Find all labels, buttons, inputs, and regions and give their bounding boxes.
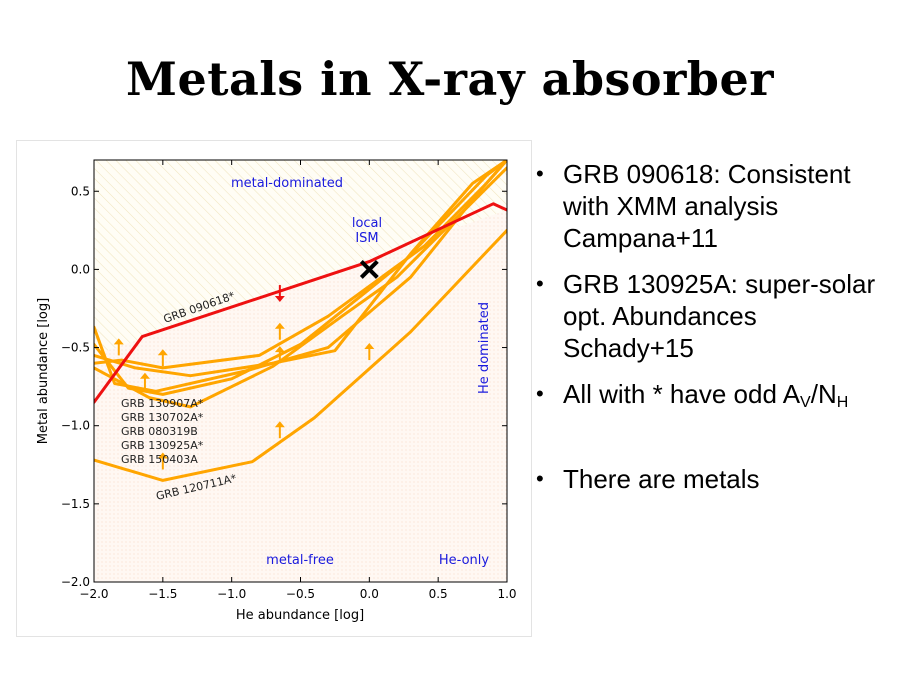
- y-tick-label: 0.0: [71, 262, 90, 276]
- limit-arrow-head: [274, 421, 285, 428]
- series-line-4: [94, 160, 507, 370]
- local-ism-label-line2: ISM: [355, 231, 378, 246]
- x-axis-label: He abundance [log]: [236, 608, 364, 623]
- local-ism-marker-stroke-2: [359, 259, 379, 279]
- limit-arrows: [113, 285, 375, 470]
- limit-arrow-head: [364, 343, 375, 350]
- limit-arrow-2: [113, 338, 124, 356]
- y-tick-label: 0.5: [71, 184, 90, 198]
- region-label-metal-free: metal-free: [266, 553, 334, 568]
- limit-arrow-head: [274, 322, 285, 329]
- series-label-group-2: GRB 130702A*: [121, 411, 204, 424]
- x-tick-label: −2.0: [79, 587, 108, 601]
- limit-arrow-5: [274, 322, 285, 340]
- region-label-he-only: He-only: [439, 553, 490, 568]
- series-label-group-1: GRB 130907A*: [121, 397, 204, 410]
- bullet-text: GRB 130925A: super-solar opt. Abundances…: [563, 269, 876, 363]
- x-tick-label: −1.5: [148, 587, 177, 601]
- bullet-grb-090618: GRB 090618: Consistent with XMM analysis…: [534, 158, 894, 254]
- bullet-there-are-metals: There are metals: [534, 463, 894, 495]
- ratio-slash: /: [810, 379, 818, 409]
- region-label-he-dominated: He dominated: [477, 302, 492, 394]
- local-ism-marker: [359, 259, 379, 279]
- series-line-5: [94, 160, 507, 378]
- series-label-group-5: GRB 150403A: [121, 453, 198, 466]
- bullet-grb-130925a: GRB 130925A: super-solar opt. Abundances…: [534, 268, 894, 364]
- limit-arrow-head: [113, 338, 124, 345]
- limit-arrow-head: [274, 296, 285, 303]
- limit-arrow-head: [157, 452, 168, 459]
- limit-arrow-9: [157, 452, 168, 470]
- series-line-7: [94, 228, 507, 482]
- slide-title: Metals in X-ray absorber: [126, 52, 774, 106]
- series-label-group-4: GRB 130925A*: [121, 439, 204, 452]
- x-tick-label: 1.0: [497, 587, 516, 601]
- limit-arrow-8: [274, 421, 285, 439]
- bullet-text: GRB 090618: Consistent with XMM analysis…: [563, 159, 851, 253]
- av-subscript: V: [800, 394, 811, 411]
- local-ism-label-line1: local: [352, 216, 382, 231]
- bullet-text: All with * have odd: [563, 379, 783, 409]
- limit-arrow-1: [274, 285, 285, 303]
- y-axis-label: Metal abundance [log]: [36, 298, 51, 444]
- bullet-text: There are metals: [563, 464, 760, 494]
- series-line-6: [94, 166, 507, 409]
- chart-canvas: −2.0 −1.5 −1.0 −0.5 0.0 0.5 1.0 0.5 0.0 −0.5 −1.0 −…: [36, 159, 517, 623]
- x-tick-label: 0.5: [429, 587, 448, 601]
- series-layer: [94, 160, 507, 482]
- y-tick-label: −1.5: [61, 497, 90, 511]
- y-tick-label: −1.0: [61, 419, 90, 433]
- series-label-group-3: GRB 080319B: [121, 425, 198, 438]
- limit-arrow-7: [364, 343, 375, 361]
- x-tick-label: −1.0: [217, 587, 246, 601]
- metal-dominated-region-hatch: [94, 160, 507, 356]
- series-line-1: [94, 202, 507, 404]
- av-symbol: A: [782, 379, 801, 409]
- limit-arrow-head: [157, 349, 168, 356]
- y-tick-label: −2.0: [61, 575, 90, 589]
- x-tick-label: 0.0: [360, 587, 379, 601]
- limit-arrow-6: [274, 346, 285, 364]
- x-tick-label: −0.5: [286, 587, 315, 601]
- limit-arrow-4: [139, 372, 150, 390]
- bullet-list: GRB 090618: Consistent with XMM analysis…: [534, 158, 894, 509]
- chart-figure: −2.0 −1.5 −1.0 −0.5 0.0 0.5 1.0 0.5 0.0 −0.5 −1.0 −…: [16, 140, 532, 637]
- limit-arrow-head: [274, 346, 285, 353]
- axes: −2.0 −1.5 −1.0 −0.5 0.0 0.5 1.0 0.5 0.0 −0.5 −1.0 −…: [61, 160, 517, 601]
- region-label-metal-dominated: metal-dominated: [231, 176, 343, 191]
- bullet-odd-av-nh: All with * have odd AV/NH: [534, 378, 894, 419]
- nh-symbol: N: [817, 379, 837, 409]
- limit-arrow-3: [157, 349, 168, 367]
- limit-arrow-head: [139, 372, 150, 379]
- y-tick-label: −0.5: [61, 341, 90, 355]
- nh-subscript: H: [836, 394, 849, 411]
